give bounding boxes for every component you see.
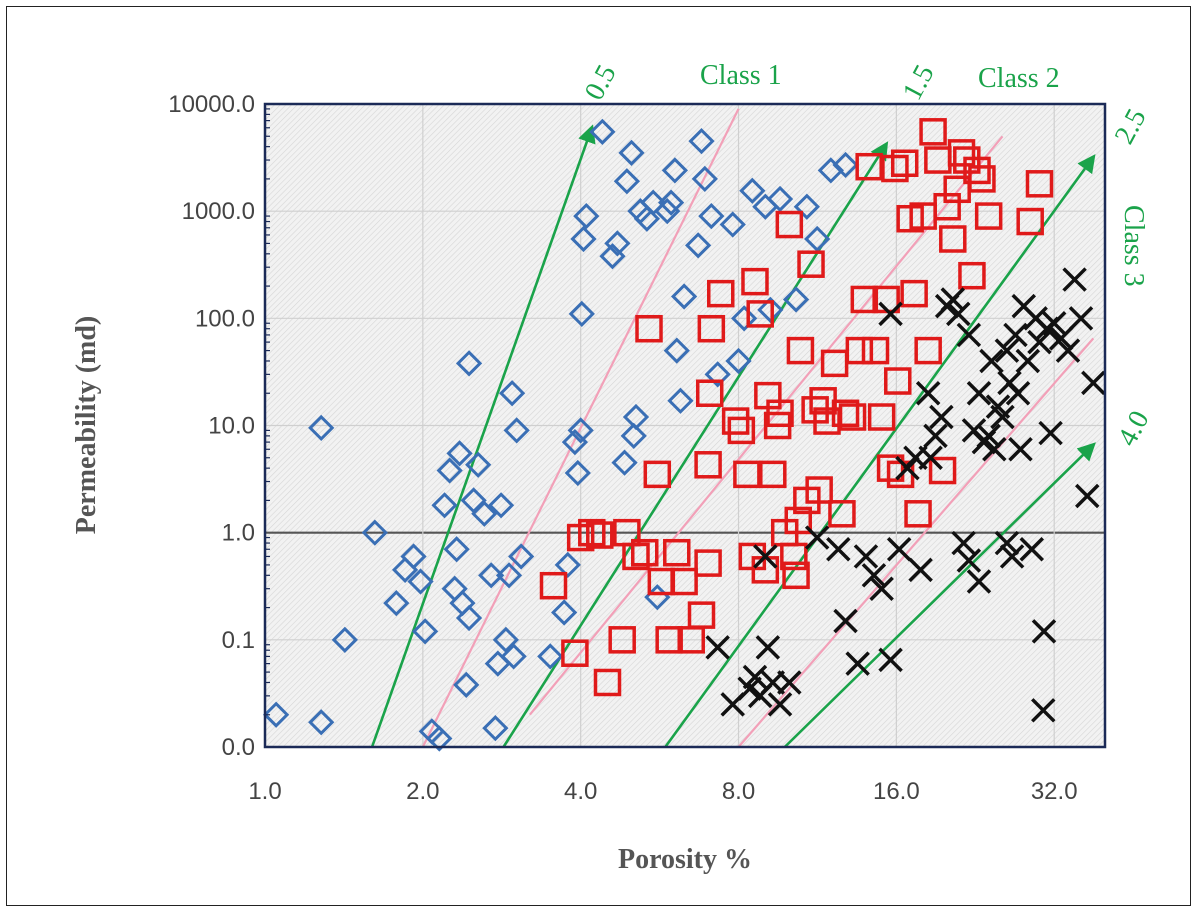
y-axis-ticks: 0.0 0.1 1.0 10.0 100.0 1000.0 10000.0 xyxy=(168,91,270,761)
class-2-label: Class 2 xyxy=(978,63,1060,94)
line-label-2-5: 2.5 xyxy=(1109,104,1153,149)
y-axis-title: Permeability (md) xyxy=(71,316,102,535)
x-tick-label: 1.0 xyxy=(248,778,281,805)
y-tick-label: 0.0 xyxy=(222,734,255,761)
line-label-4-0: 4.0 xyxy=(1112,406,1156,451)
y-tick-label: 10000.0 xyxy=(168,91,255,118)
x-tick-label: 16.0 xyxy=(873,778,920,805)
y-tick-label: 0.1 xyxy=(222,627,255,654)
x-axis-title: Porosity % xyxy=(618,844,752,875)
y-tick-label: 1.0 xyxy=(222,520,255,547)
class-1-label: Class 1 xyxy=(700,60,782,91)
line-label-1-5: 1.5 xyxy=(897,60,941,105)
x-tick-label: 2.0 xyxy=(406,778,439,805)
y-tick-label: 1000.0 xyxy=(182,198,255,225)
y-tick-label: 100.0 xyxy=(195,305,255,332)
x-tick-label: 8.0 xyxy=(722,778,755,805)
x-tick-label: 4.0 xyxy=(564,778,597,805)
x-tick-label: 32.0 xyxy=(1031,778,1078,805)
class-3-label: Class 3 xyxy=(1118,205,1149,287)
line-label-0-5: 0.5 xyxy=(579,60,623,105)
x-axis-ticks: 1.0 2.0 4.0 8.0 16.0 32.0 xyxy=(248,778,1077,805)
y-tick-label: 10.0 xyxy=(208,413,255,440)
